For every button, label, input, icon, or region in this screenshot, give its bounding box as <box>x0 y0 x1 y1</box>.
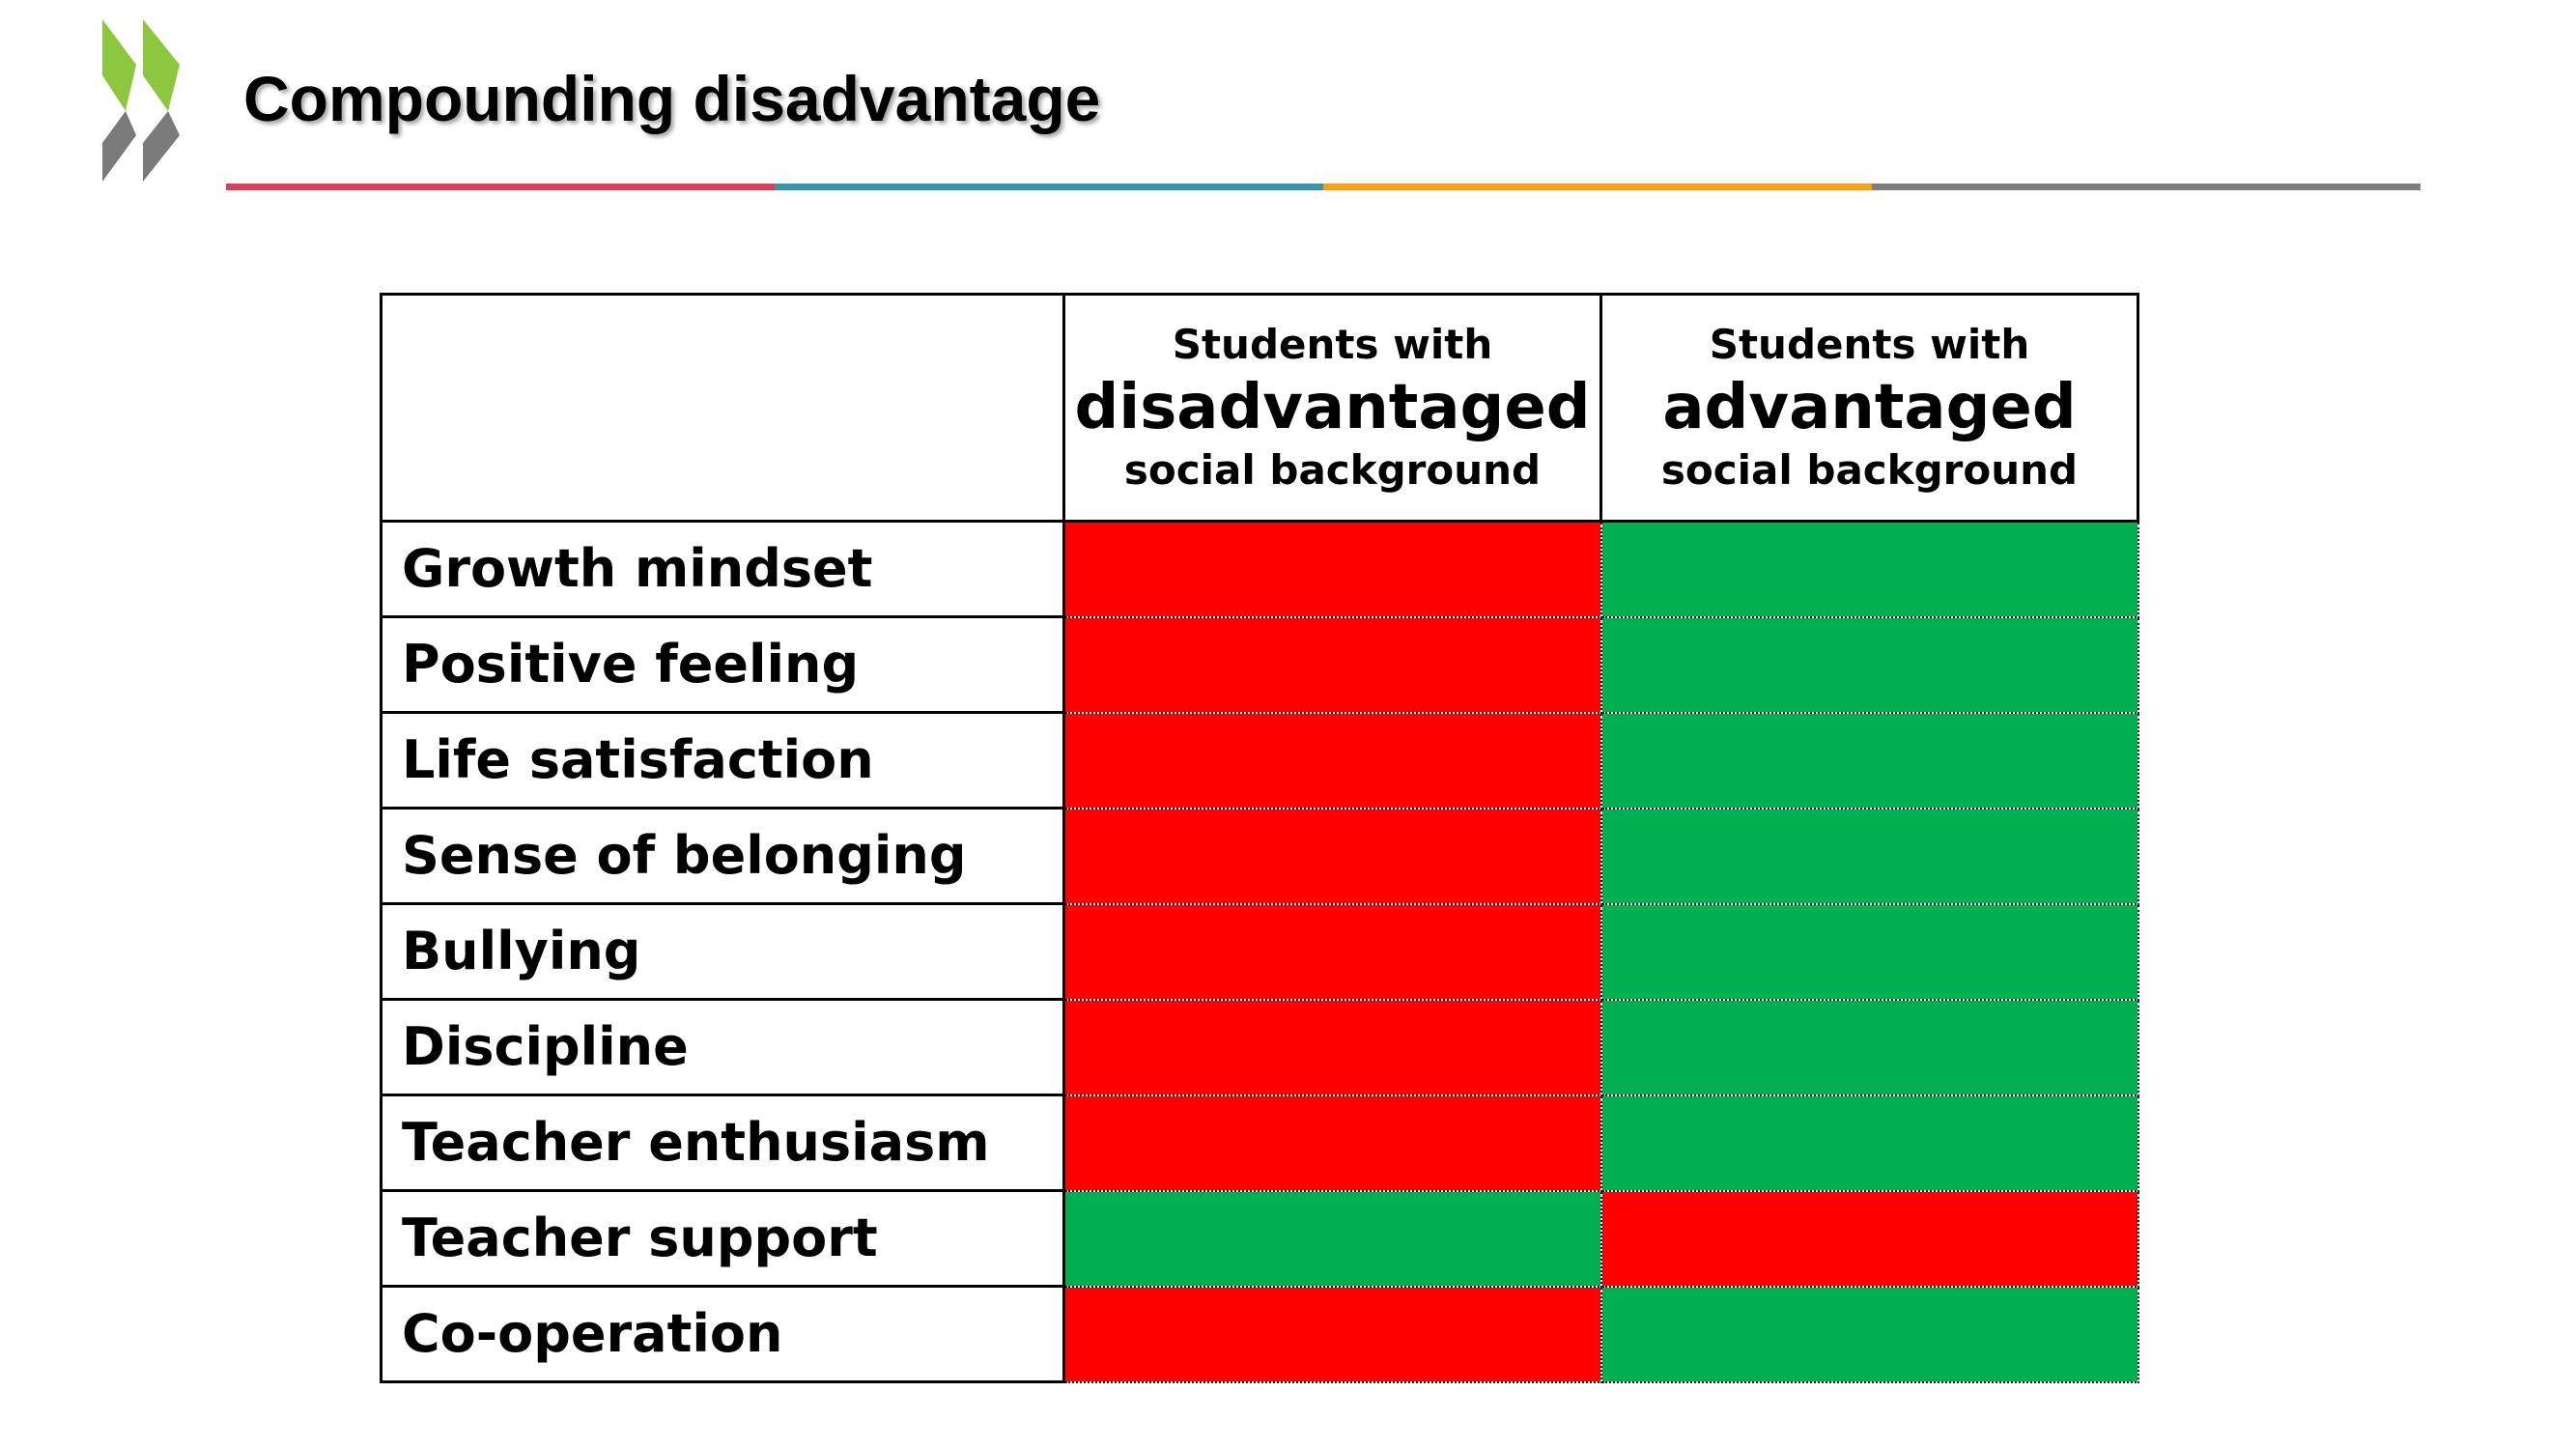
row-label: Co-operation <box>380 1285 1065 1383</box>
status-cell-advantaged <box>1599 1189 2139 1288</box>
oecd-chevrons-icon <box>102 19 180 182</box>
row-label: Teacher support <box>380 1189 1065 1288</box>
logo-chevron-right-bottom <box>143 111 180 182</box>
status-cell-disadvantaged <box>1062 902 1602 1001</box>
logo-chevron-left-bottom <box>102 111 136 182</box>
table-row: Positive feeling <box>380 615 2139 714</box>
disadvantage-table: Students with disadvantaged social backg… <box>380 293 2139 1383</box>
table-row: Growth mindset <box>380 520 2139 618</box>
table-body: Growth mindset Positive feeling Life satis… <box>380 520 2139 1383</box>
status-cell-disadvantaged <box>1062 615 1602 714</box>
row-label: Discipline <box>380 998 1065 1096</box>
header-corner-cell <box>380 293 1065 523</box>
header-advantaged-emphasis: advantaged <box>1662 372 2077 443</box>
status-cell-advantaged <box>1599 615 2139 714</box>
table-row: Teacher enthusiasm <box>380 1094 2139 1192</box>
status-cell-advantaged <box>1599 1285 2139 1383</box>
status-cell-advantaged <box>1599 1094 2139 1192</box>
row-label: Positive feeling <box>380 615 1065 714</box>
status-cell-advantaged <box>1599 902 2139 1001</box>
header-advantaged: Students with advantaged social backgrou… <box>1599 293 2139 523</box>
status-cell-advantaged <box>1599 998 2139 1096</box>
table-row: Discipline <box>380 998 2139 1096</box>
row-label: Growth mindset <box>380 520 1065 618</box>
status-cell-disadvantaged <box>1062 711 1602 810</box>
table-row: Life satisfaction <box>380 711 2139 810</box>
table-row: Bullying <box>380 902 2139 1001</box>
status-cell-advantaged <box>1599 807 2139 905</box>
status-cell-disadvantaged <box>1062 520 1602 618</box>
underline-segment-red <box>226 184 775 190</box>
header-row: Students with disadvantaged social backg… <box>380 293 2139 523</box>
underline-segment-teal <box>775 184 1323 190</box>
row-label: Bullying <box>380 902 1065 1001</box>
row-label: Life satisfaction <box>380 711 1065 810</box>
row-label: Teacher enthusiasm <box>380 1094 1065 1192</box>
underline-segment-gray <box>1872 184 2420 190</box>
logo-chevron-left-top <box>102 19 136 111</box>
table-row: Teacher support <box>380 1189 2139 1288</box>
header-advantaged-top: Students with <box>1709 321 2030 368</box>
table-row: Sense of belonging <box>380 807 2139 905</box>
status-cell-disadvantaged <box>1062 1285 1602 1383</box>
header-disadvantaged-bottom: social background <box>1123 446 1542 494</box>
logo-chevron-right-top <box>143 19 180 111</box>
title-underline <box>226 184 2420 190</box>
underline-segment-orange <box>1323 184 1872 190</box>
header-disadvantaged-top: Students with <box>1172 321 1493 368</box>
status-cell-disadvantaged <box>1062 807 1602 905</box>
header-advantaged-bottom: social background <box>1660 446 2079 494</box>
table-row: Co-operation <box>380 1285 2139 1383</box>
header-disadvantaged-emphasis: disadvantaged <box>1074 372 1591 443</box>
header-disadvantaged: Students with disadvantaged social backg… <box>1062 293 1602 523</box>
status-cell-disadvantaged <box>1062 1189 1602 1288</box>
slide-title: Compounding disadvantage <box>243 63 1101 134</box>
status-cell-disadvantaged <box>1062 998 1602 1096</box>
status-cell-advantaged <box>1599 520 2139 618</box>
status-cell-disadvantaged <box>1062 1094 1602 1192</box>
status-cell-advantaged <box>1599 711 2139 810</box>
row-label: Sense of belonging <box>380 807 1065 905</box>
